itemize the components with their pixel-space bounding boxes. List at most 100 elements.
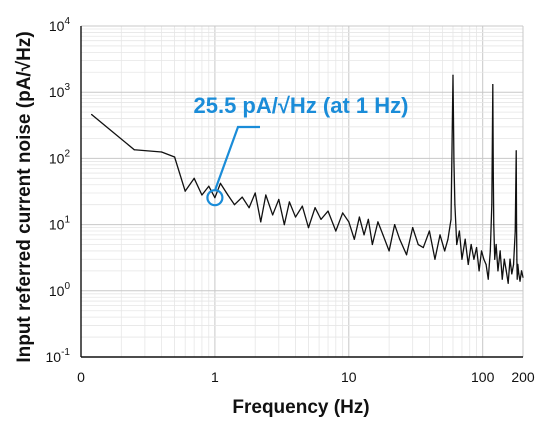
series-point [461,258,463,260]
series-point [320,218,322,220]
series-point [371,243,373,246]
series-point [512,263,515,266]
series-point [485,263,487,266]
series-point [519,280,521,282]
series-point [161,151,163,153]
series-point [348,221,350,223]
series-layer [91,74,524,284]
x-tick-label: 10 [341,369,357,385]
series-point [342,212,344,214]
series-point [208,185,210,187]
series-point [248,207,250,209]
series-point [487,278,489,280]
series-point [133,149,135,151]
series-point [514,230,516,232]
grid [80,25,524,358]
series-point [501,278,503,280]
x-tick-label: 1 [211,369,219,385]
y-tick-label: 10-1 [46,347,71,365]
series-point [193,177,195,179]
x-tick-label: 100 [471,369,495,385]
series-point [478,270,480,272]
series-point [497,270,499,272]
y-axis-title: Input referred current noise (pA/√Hz) [14,31,35,362]
x-tick-label: 200 [511,369,535,385]
series-point [456,243,458,246]
series-point [473,258,475,260]
series-point [464,238,466,240]
series-point [272,214,274,216]
series-point [91,113,93,116]
series-point [454,204,456,206]
series-point [307,227,310,229]
series-point [184,190,186,192]
series-point [214,197,216,199]
series-point [358,216,360,218]
y-tick-label: 101 [49,215,71,233]
series-point [363,234,365,236]
series-point [520,270,523,272]
series-point [439,234,441,236]
series-point [475,246,478,249]
series-point [382,234,384,236]
series-point [254,192,256,194]
series-point [314,207,316,209]
series-point [511,273,513,275]
series-point [516,258,518,260]
series-point [412,227,414,229]
y-tick-label: 102 [49,148,71,166]
series-point [491,204,493,206]
series-point [388,250,390,252]
series-point [493,224,495,226]
series-point [288,201,290,203]
series-point [458,230,461,232]
series-point [453,160,455,163]
series-point [505,270,507,272]
series-point [335,230,337,232]
y-tick-label: 100 [49,281,71,299]
annotation-layer: 25.5 pA/√Hz (at 1 Hz) [193,93,409,207]
axes [80,26,523,358]
series-point [241,196,243,198]
series-point [283,224,285,226]
series-point [377,221,379,223]
series-point [394,224,396,226]
series-point [227,194,229,196]
series-point [201,194,203,196]
series-point [447,238,449,240]
series-point [494,258,496,260]
series-point [422,246,424,249]
series-point [503,258,505,260]
series-point [509,258,511,260]
series-point [353,238,355,240]
series-point [444,250,446,252]
series-point [515,150,517,152]
series-point [434,258,436,260]
series-point [467,263,469,266]
x-tick-label: 0 [77,369,85,385]
series-point [367,218,369,220]
series-point [301,205,303,207]
series-point [489,250,491,252]
x-axis-title: Frequency (Hz) [232,397,369,418]
y-tick-label: 103 [49,82,71,100]
series-point [173,156,176,158]
series-point [260,221,262,223]
annotation-label: 25.5 pA/√Hz (at 1 Hz) [193,93,408,118]
series-point [515,224,518,226]
series-point [405,254,408,256]
series-point [516,278,518,280]
series-point [518,273,520,275]
series-point [233,204,236,206]
series-point [492,84,494,86]
series-point [507,282,509,284]
series-point [399,238,401,240]
series-point [450,218,452,220]
series-point [278,198,280,201]
series-point [480,250,483,252]
tick-labels: 0 1 10 100 200 10-1 100 101 102 103 104 [46,16,535,385]
series-point [492,172,494,174]
series-point [294,216,297,218]
